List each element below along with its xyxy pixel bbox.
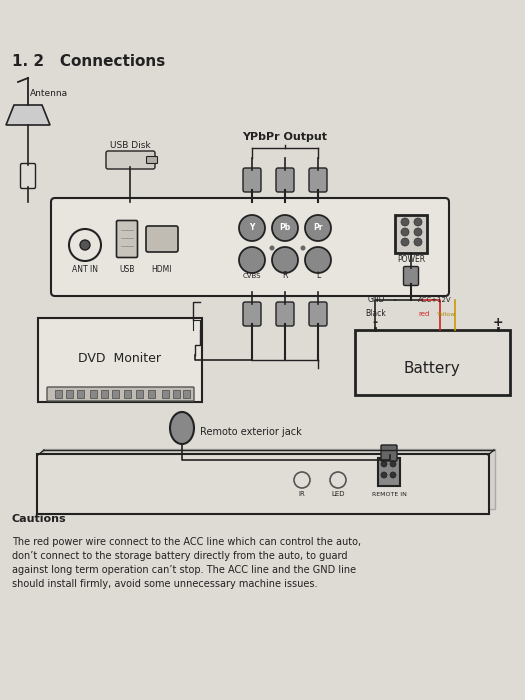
Text: 1. 2   Connections: 1. 2 Connections bbox=[12, 55, 165, 69]
Ellipse shape bbox=[170, 412, 194, 444]
FancyBboxPatch shape bbox=[43, 449, 495, 509]
FancyBboxPatch shape bbox=[243, 168, 261, 192]
Circle shape bbox=[239, 247, 265, 273]
Circle shape bbox=[272, 247, 298, 273]
FancyBboxPatch shape bbox=[106, 151, 155, 169]
Text: Battery: Battery bbox=[404, 360, 460, 375]
FancyBboxPatch shape bbox=[124, 390, 131, 398]
Text: Yellow: Yellow bbox=[437, 312, 456, 317]
Circle shape bbox=[401, 228, 409, 236]
FancyBboxPatch shape bbox=[77, 390, 84, 398]
Text: -: - bbox=[372, 316, 377, 329]
Circle shape bbox=[401, 238, 409, 246]
FancyBboxPatch shape bbox=[38, 318, 202, 402]
Circle shape bbox=[305, 247, 331, 273]
Text: GND: GND bbox=[368, 295, 385, 304]
FancyBboxPatch shape bbox=[355, 330, 510, 342]
Circle shape bbox=[272, 215, 298, 241]
Text: REMOTE IN: REMOTE IN bbox=[372, 492, 406, 497]
FancyBboxPatch shape bbox=[101, 390, 108, 398]
Polygon shape bbox=[6, 105, 50, 125]
Text: Pr: Pr bbox=[313, 223, 323, 232]
Circle shape bbox=[381, 472, 387, 478]
Circle shape bbox=[80, 240, 90, 250]
Circle shape bbox=[414, 238, 422, 246]
Circle shape bbox=[305, 215, 331, 241]
FancyBboxPatch shape bbox=[395, 215, 427, 253]
FancyBboxPatch shape bbox=[146, 157, 158, 164]
FancyBboxPatch shape bbox=[136, 390, 143, 398]
Text: L: L bbox=[316, 271, 320, 280]
FancyBboxPatch shape bbox=[276, 302, 294, 326]
FancyBboxPatch shape bbox=[243, 302, 261, 326]
FancyBboxPatch shape bbox=[90, 390, 97, 398]
Circle shape bbox=[414, 218, 422, 226]
FancyBboxPatch shape bbox=[146, 226, 178, 252]
Circle shape bbox=[414, 228, 422, 236]
Text: DVD  Moniter: DVD Moniter bbox=[79, 351, 162, 365]
Circle shape bbox=[390, 472, 396, 478]
FancyBboxPatch shape bbox=[309, 168, 327, 192]
Text: USB: USB bbox=[119, 265, 135, 274]
Circle shape bbox=[401, 218, 409, 226]
FancyBboxPatch shape bbox=[20, 164, 36, 188]
Text: USB Disk: USB Disk bbox=[110, 141, 151, 150]
FancyBboxPatch shape bbox=[183, 390, 190, 398]
Text: Black: Black bbox=[365, 309, 386, 318]
FancyBboxPatch shape bbox=[162, 390, 169, 398]
Text: red: red bbox=[418, 311, 429, 317]
Text: Cautions: Cautions bbox=[12, 514, 67, 524]
Circle shape bbox=[381, 461, 387, 467]
Text: +: + bbox=[492, 316, 503, 329]
Text: Remoto exterior jack: Remoto exterior jack bbox=[200, 427, 302, 437]
FancyBboxPatch shape bbox=[47, 387, 194, 401]
FancyBboxPatch shape bbox=[381, 445, 397, 461]
Text: HDMI: HDMI bbox=[152, 265, 172, 274]
Text: LED: LED bbox=[331, 491, 345, 497]
FancyBboxPatch shape bbox=[355, 330, 510, 395]
Text: IR: IR bbox=[299, 491, 306, 497]
Text: POWER: POWER bbox=[397, 255, 425, 264]
Circle shape bbox=[300, 246, 306, 251]
Circle shape bbox=[269, 246, 275, 251]
Text: Pb: Pb bbox=[279, 223, 291, 232]
FancyBboxPatch shape bbox=[55, 390, 62, 398]
FancyBboxPatch shape bbox=[276, 168, 294, 192]
FancyBboxPatch shape bbox=[309, 302, 327, 326]
FancyBboxPatch shape bbox=[112, 390, 119, 398]
Text: ACC+12V: ACC+12V bbox=[418, 297, 452, 303]
FancyBboxPatch shape bbox=[378, 458, 400, 486]
Text: Antenna: Antenna bbox=[30, 89, 68, 98]
Text: Y: Y bbox=[249, 223, 255, 232]
FancyBboxPatch shape bbox=[37, 454, 489, 514]
Text: ANT IN: ANT IN bbox=[72, 265, 98, 274]
FancyBboxPatch shape bbox=[117, 220, 138, 258]
Text: YPbPr Output: YPbPr Output bbox=[243, 132, 328, 142]
Text: R: R bbox=[282, 271, 288, 280]
FancyBboxPatch shape bbox=[51, 198, 449, 296]
FancyBboxPatch shape bbox=[404, 267, 418, 286]
FancyBboxPatch shape bbox=[148, 390, 155, 398]
FancyBboxPatch shape bbox=[173, 390, 180, 398]
Circle shape bbox=[390, 461, 396, 467]
FancyBboxPatch shape bbox=[66, 390, 73, 398]
Circle shape bbox=[239, 215, 265, 241]
Text: CVBS: CVBS bbox=[243, 273, 261, 279]
Text: The red power wire connect to the ACC line which can control the auto,
don’t con: The red power wire connect to the ACC li… bbox=[12, 537, 361, 589]
